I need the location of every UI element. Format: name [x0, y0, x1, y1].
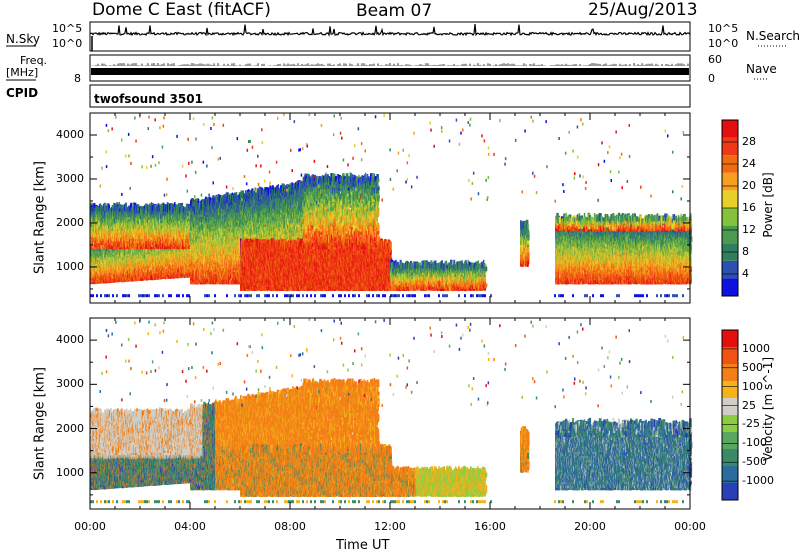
rti-figure: [0, 0, 800, 554]
nsky-trace: [90, 24, 690, 35]
summary-traces: [90, 24, 690, 75]
power-panel-data: [90, 113, 692, 297]
nsky-panel: [90, 22, 690, 51]
frequency-band: [91, 68, 689, 75]
nave-trace: [90, 63, 690, 66]
